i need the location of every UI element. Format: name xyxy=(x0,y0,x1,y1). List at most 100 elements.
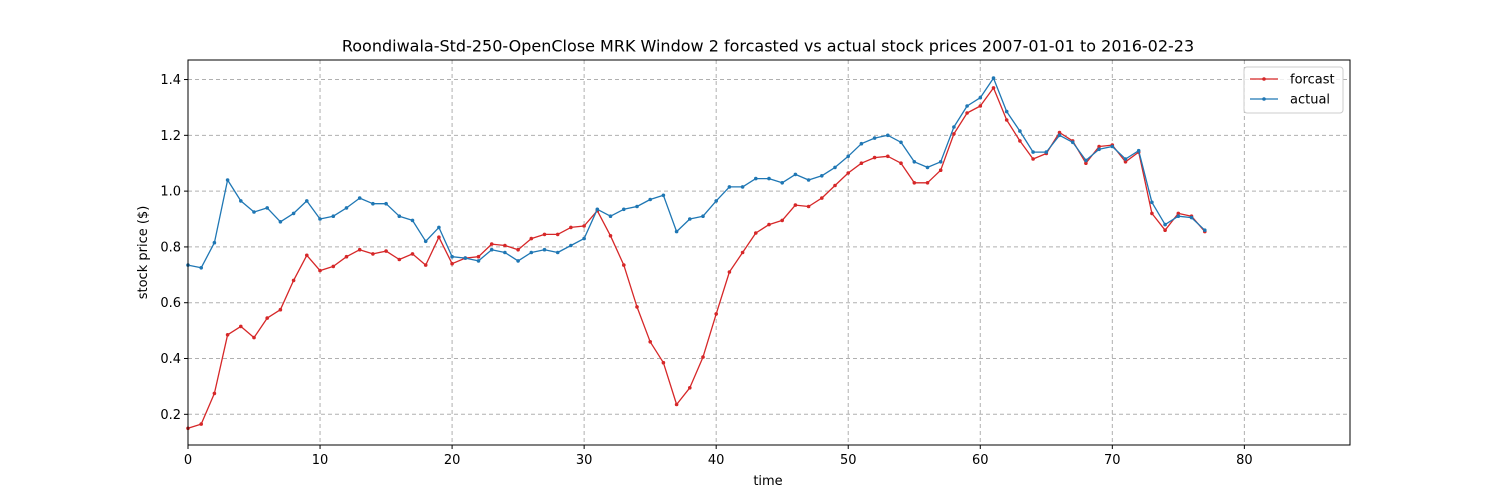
data-point-actual xyxy=(688,217,692,221)
data-point-actual xyxy=(503,250,507,255)
data-point-forcast xyxy=(833,183,837,188)
data-point-actual xyxy=(305,199,309,203)
data-point-actual xyxy=(542,247,547,252)
data-point-actual xyxy=(780,181,784,185)
data-point-forcast xyxy=(859,161,864,165)
data-point-actual xyxy=(833,165,837,170)
data-point-actual xyxy=(1110,144,1115,149)
data-point-forcast xyxy=(912,181,917,185)
y-tick-label: 1.0 xyxy=(160,185,181,200)
data-point-forcast xyxy=(925,181,930,185)
data-point-forcast xyxy=(952,132,956,136)
data-point-forcast xyxy=(357,247,362,252)
data-point-actual xyxy=(344,206,349,210)
data-point-forcast xyxy=(938,168,943,172)
data-point-actual xyxy=(938,160,943,164)
data-point-actual xyxy=(1150,200,1154,205)
data-point-forcast xyxy=(1018,139,1022,143)
data-point-forcast xyxy=(608,234,613,238)
data-point-actual xyxy=(1057,133,1062,138)
data-point-forcast xyxy=(542,232,547,237)
data-point-actual xyxy=(661,193,666,198)
legend-item-forcast: forcast xyxy=(1250,73,1335,88)
x-axis-ticks: 0 10 20 30 40 50 60 70 80 xyxy=(184,445,1253,468)
data-point-actual xyxy=(1044,150,1049,154)
data-point-forcast xyxy=(437,235,441,239)
x-tick-label: 40 xyxy=(708,453,725,468)
data-point-forcast xyxy=(701,355,705,359)
data-point-forcast xyxy=(423,263,428,267)
data-point-forcast xyxy=(371,252,375,256)
data-point-actual xyxy=(648,197,652,202)
data-point-forcast xyxy=(516,247,520,252)
data-point-forcast xyxy=(278,307,283,312)
x-axis-label: time xyxy=(753,474,782,489)
data-point-forcast xyxy=(1031,157,1035,161)
data-point-actual xyxy=(1018,129,1022,133)
data-point-forcast xyxy=(384,249,388,253)
gridlines xyxy=(187,60,1350,445)
data-point-forcast xyxy=(978,104,983,108)
legend-label: actual xyxy=(1290,93,1330,108)
data-point-forcast xyxy=(767,222,771,227)
data-point-actual xyxy=(859,141,864,146)
data-point-actual xyxy=(489,247,494,252)
data-point-actual xyxy=(437,225,441,230)
data-point-forcast xyxy=(1004,118,1009,122)
data-point-actual xyxy=(925,165,930,170)
data-point-actual xyxy=(899,140,903,145)
data-point-actual xyxy=(318,217,322,221)
data-point-forcast xyxy=(1084,161,1088,165)
data-point-forcast xyxy=(529,236,534,241)
data-point-forcast xyxy=(622,263,626,267)
data-point-forcast xyxy=(899,161,903,165)
data-point-forcast xyxy=(991,86,996,90)
data-point-actual xyxy=(1031,150,1035,154)
data-point-actual xyxy=(608,214,613,218)
data-point-actual xyxy=(1097,147,1101,152)
data-point-forcast xyxy=(965,111,969,115)
data-point-forcast xyxy=(1163,228,1167,232)
data-point-forcast xyxy=(740,250,745,255)
data-point-forcast xyxy=(476,254,481,259)
data-point-actual xyxy=(371,201,375,206)
x-tick-label: 0 xyxy=(184,453,192,468)
y-tick-label: 1.2 xyxy=(160,129,181,144)
data-point-forcast xyxy=(793,203,798,207)
x-tick-label: 20 xyxy=(444,453,461,468)
x-tick-label: 80 xyxy=(1236,453,1253,468)
data-point-forcast xyxy=(569,225,573,230)
series-layer xyxy=(186,76,1207,431)
data-point-actual xyxy=(265,206,270,210)
data-point-forcast xyxy=(872,155,877,160)
data-point-actual xyxy=(952,125,956,129)
data-point-forcast xyxy=(846,171,850,175)
data-point-forcast xyxy=(305,253,309,258)
y-tick-label: 0.6 xyxy=(160,296,181,311)
data-point-forcast xyxy=(199,422,203,426)
series-line-actual xyxy=(187,77,1206,269)
data-point-actual xyxy=(806,178,811,182)
data-point-forcast xyxy=(714,312,718,316)
data-point-forcast xyxy=(503,243,507,248)
legend-swatch-marker xyxy=(1262,97,1266,101)
data-point-actual xyxy=(1189,215,1194,220)
data-point-actual xyxy=(569,243,573,248)
data-point-forcast xyxy=(225,333,230,337)
data-point-actual xyxy=(239,199,243,203)
data-point-forcast xyxy=(410,252,415,256)
data-point-actual xyxy=(1203,228,1207,232)
data-point-actual xyxy=(199,266,203,270)
data-point-forcast xyxy=(252,335,256,340)
x-tick-label: 10 xyxy=(312,453,329,468)
y-axis-ticks: 0.2 0.4 0.6 0.8 1.0 1.2 1.4 xyxy=(160,73,188,423)
data-point-actual xyxy=(1176,214,1181,218)
data-point-forcast xyxy=(635,305,639,309)
data-point-actual xyxy=(793,172,798,177)
data-point-actual xyxy=(582,236,586,241)
data-point-actual xyxy=(516,259,520,263)
x-tick-label: 70 xyxy=(1104,453,1121,468)
data-point-actual xyxy=(886,133,890,138)
series-line-forcast xyxy=(187,87,1206,429)
data-point-actual xyxy=(1136,148,1141,153)
